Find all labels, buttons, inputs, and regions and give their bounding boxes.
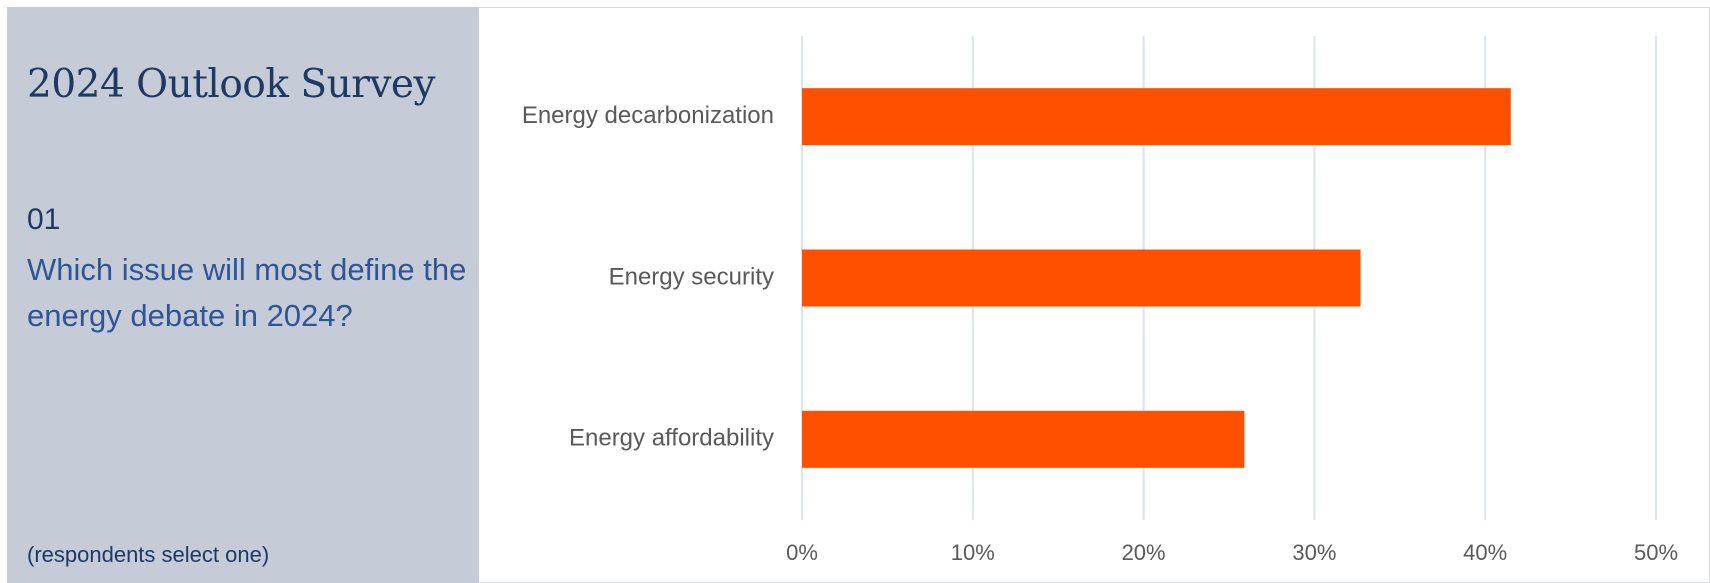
bars (802, 88, 1511, 468)
survey-title: 2024 Outlook Survey (27, 62, 436, 107)
x-tick-label: 10% (951, 540, 995, 565)
question-number: 01 (27, 203, 61, 236)
category-label: Energy security (609, 263, 774, 290)
question-text: Which issue will most define the energy … (27, 252, 467, 333)
respondents-note: (respondents select one) (27, 542, 270, 567)
x-tick-label: 20% (1122, 540, 1166, 565)
x-tick-labels: 0% 10% 20% 30% 40% 50% (786, 540, 1678, 565)
bar (802, 88, 1511, 146)
category-labels: Energy decarbonization Energy security Ene… (522, 102, 774, 452)
x-tick-label: 50% (1634, 540, 1678, 565)
x-tick-label: 40% (1463, 540, 1507, 565)
category-label: Energy affordability (569, 425, 774, 452)
survey-info-panel: 2024 Outlook Survey 01 Which issue will … (7, 7, 479, 583)
x-tick-label: 30% (1292, 540, 1336, 565)
bar (802, 410, 1245, 468)
category-label: Energy decarbonization (522, 102, 774, 129)
x-tick-label: 0% (786, 540, 818, 565)
bar (802, 249, 1361, 307)
